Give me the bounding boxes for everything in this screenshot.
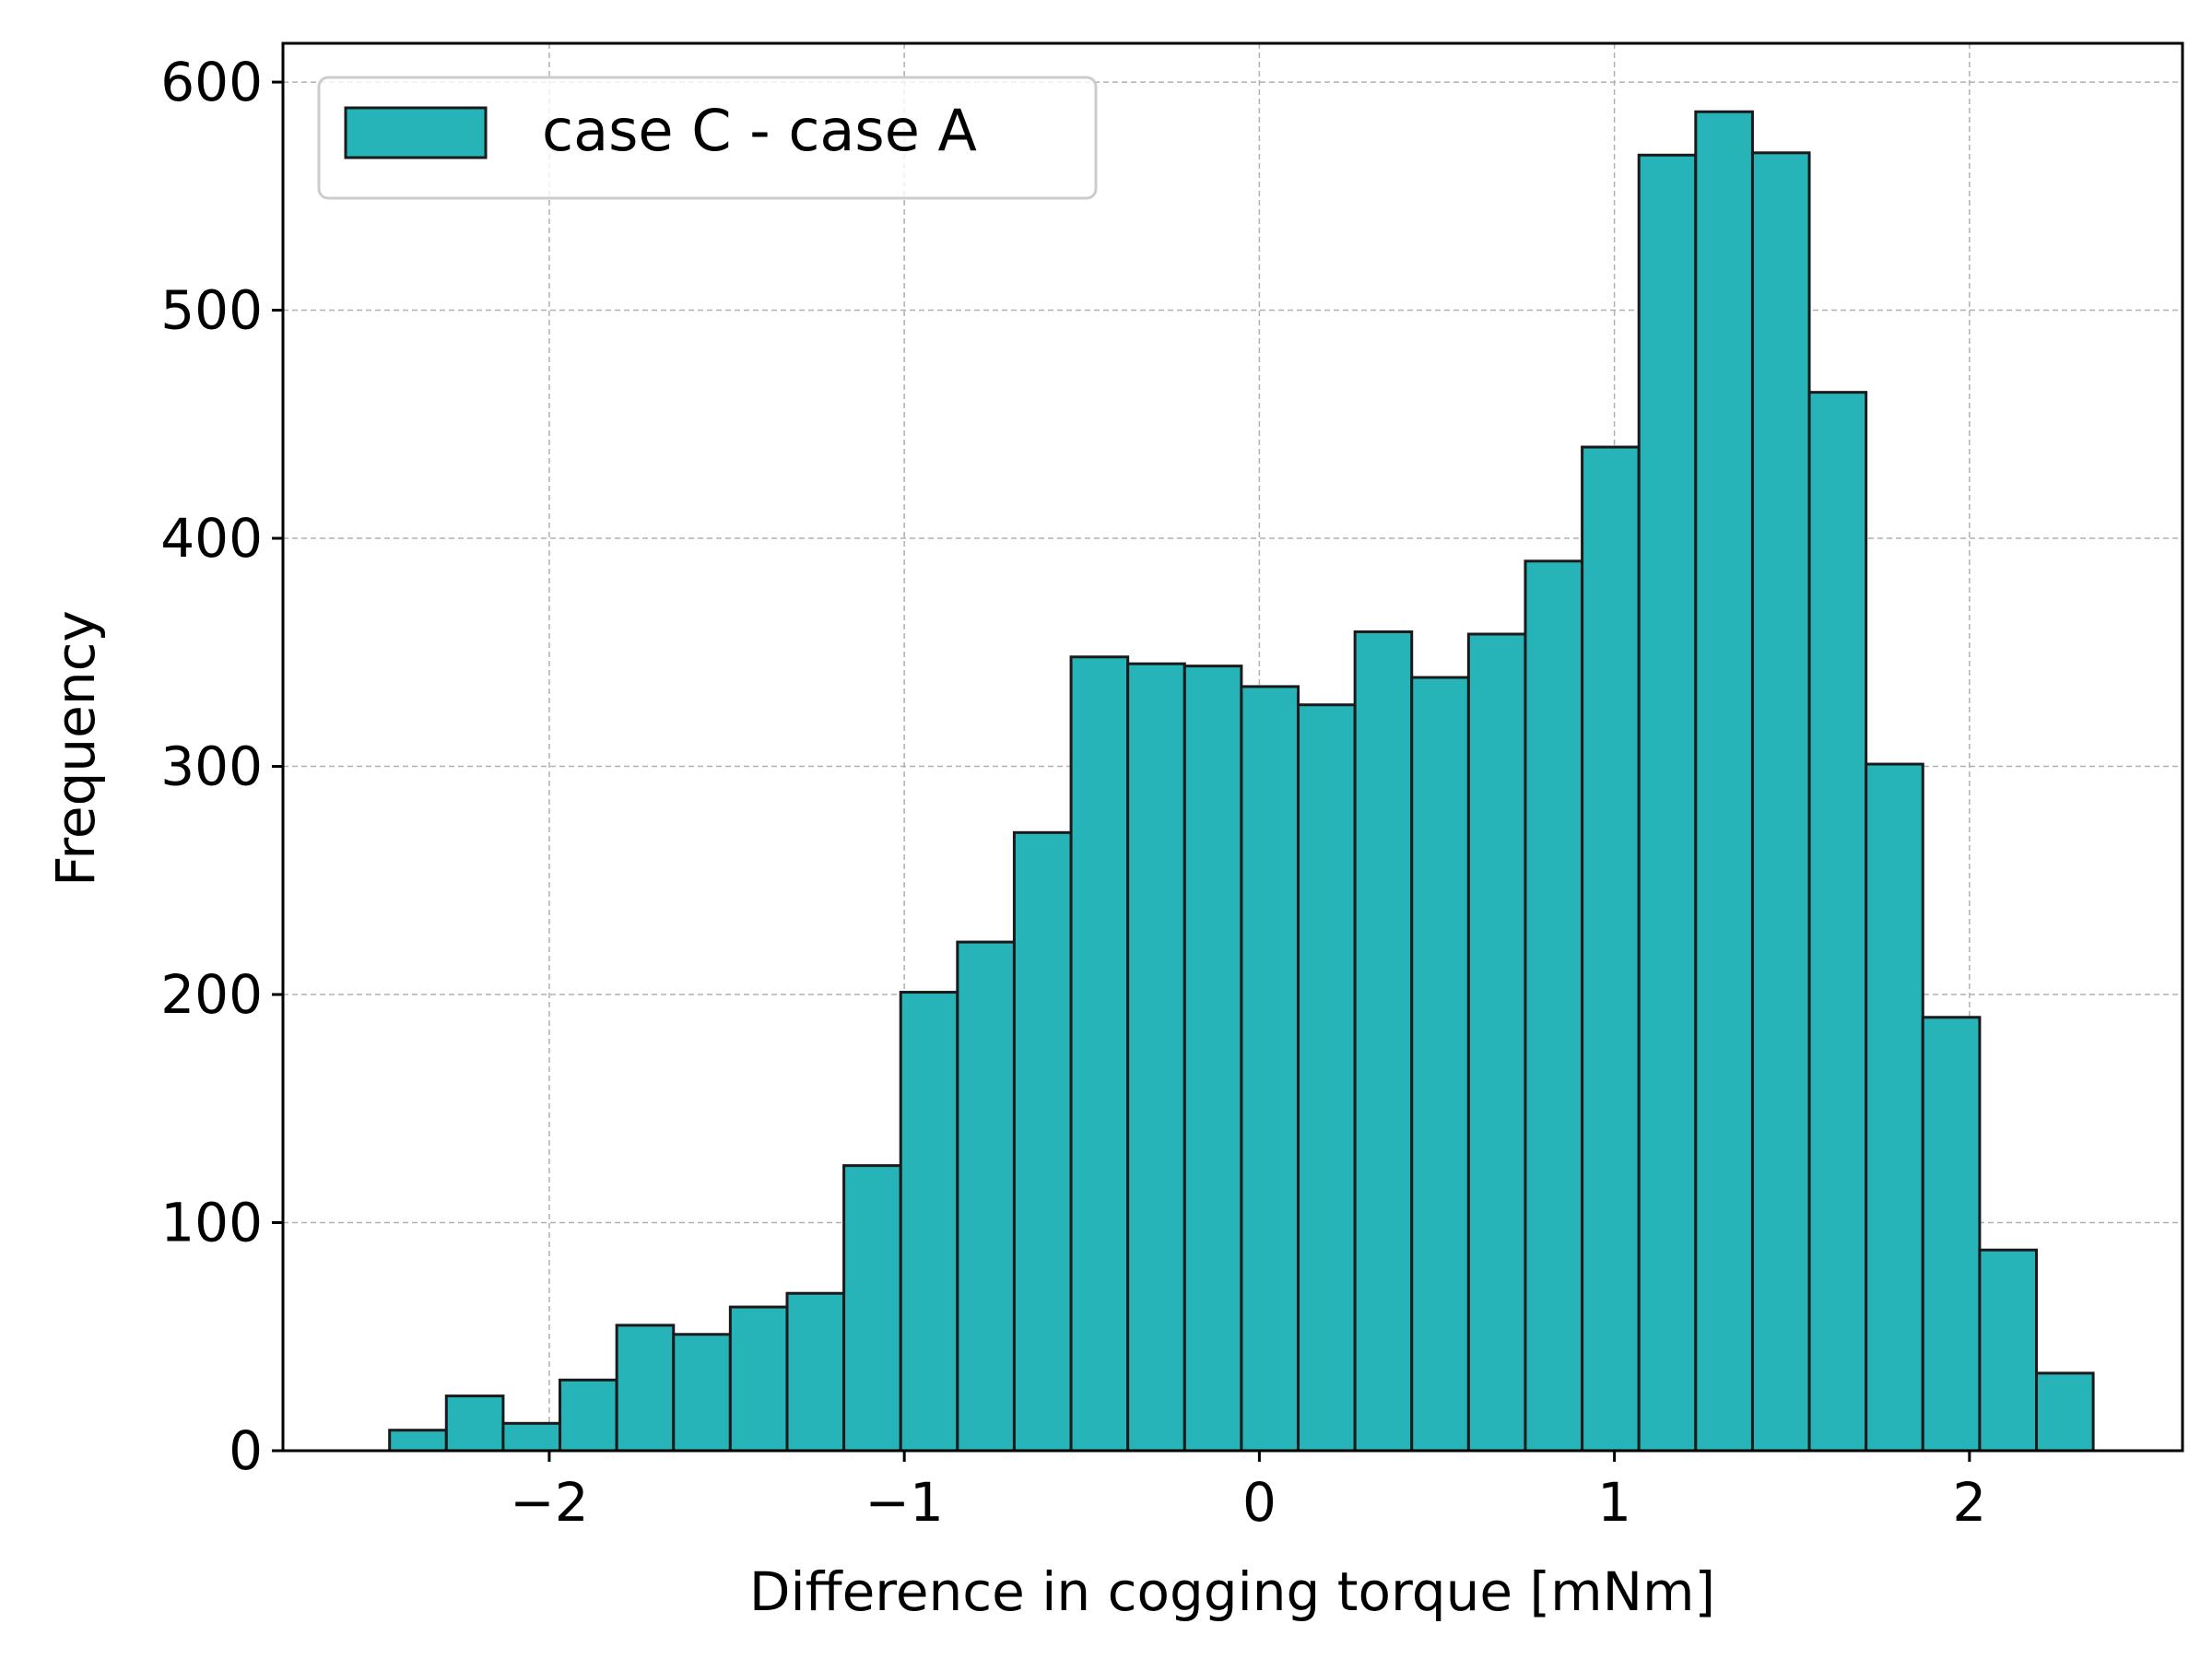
histogram-bar	[1694, 110, 1754, 1453]
histogram-bar	[1353, 630, 1414, 1453]
histogram-bar	[1807, 391, 1868, 1453]
histogram-bar	[672, 1333, 732, 1453]
histogram-bar	[785, 1291, 846, 1453]
legend: case C - case A	[317, 76, 1098, 200]
y-tick-label: 200	[160, 963, 263, 1026]
plot-frame	[281, 41, 2184, 1453]
histogram-bar	[1978, 1248, 2039, 1453]
histogram-bar	[1182, 665, 1243, 1453]
y-tick-label: 100	[160, 1192, 263, 1254]
y-tick-label: 600	[160, 51, 263, 113]
y-axis-ticks: 0 100 200 300 400 500 600	[160, 51, 283, 1482]
histogram-bar	[1581, 445, 1641, 1453]
histogram-bar	[1865, 762, 1924, 1453]
y-tick-label: 300	[160, 735, 263, 798]
legend-label-case-c-minus-case-a: case C - case A	[542, 97, 977, 164]
x-tick-label: −1	[865, 1471, 944, 1534]
histogram-bar	[1297, 703, 1357, 1453]
y-tick-label: 500	[160, 279, 263, 342]
histogram-bar	[842, 1164, 902, 1453]
histogram-bar	[1126, 662, 1186, 1453]
y-tick-label: 400	[160, 507, 263, 570]
histogram-bar	[2035, 1371, 2095, 1453]
y-tick-label: 0	[229, 1419, 263, 1482]
histogram-bar	[1750, 151, 1811, 1453]
legend-box	[317, 76, 1098, 200]
histogram-bar	[1921, 1016, 1982, 1453]
histogram-bar	[444, 1394, 505, 1453]
histogram-bar	[899, 991, 959, 1453]
histogram-bar	[1410, 676, 1470, 1453]
x-tick-label: 1	[1597, 1471, 1631, 1534]
histogram-bar	[1637, 153, 1698, 1453]
histogram-bar	[1466, 632, 1527, 1453]
legend-swatch	[344, 106, 488, 159]
histogram-bar	[1012, 830, 1073, 1453]
histogram-bar	[1524, 559, 1584, 1453]
histogram-bar	[1069, 655, 1130, 1453]
histogram-bar	[728, 1305, 789, 1453]
x-tick-label: −2	[510, 1471, 589, 1534]
histogram-bar	[501, 1421, 562, 1453]
histogram-bar	[388, 1429, 448, 1453]
x-tick-label: 0	[1242, 1471, 1277, 1534]
x-tick-label: 2	[1952, 1471, 1986, 1534]
histogram-bar	[615, 1324, 676, 1453]
x-axis-label: Difference in cogging torque [mNm]	[749, 1560, 1715, 1623]
x-axis-ticks: −2 −1 0 1 2	[510, 1451, 1986, 1534]
histogram-bar	[1240, 685, 1300, 1453]
y-axis-label: Frequency	[44, 610, 107, 887]
histogram-bar	[559, 1378, 618, 1453]
histogram-bar	[956, 940, 1016, 1453]
